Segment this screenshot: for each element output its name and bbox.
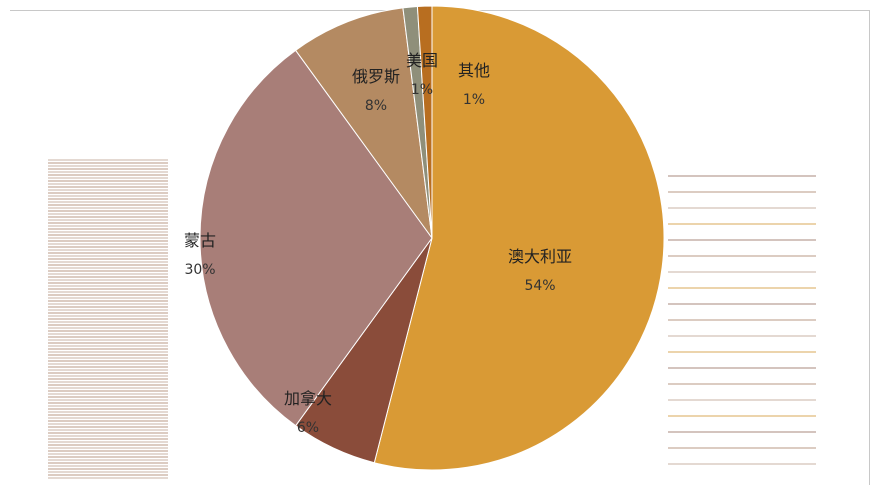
slice-name-label-5: 其他 <box>458 61 490 80</box>
slice-percent-label-1: 6% <box>297 420 319 436</box>
pie-slice-0 <box>373 5 665 471</box>
slice-percent-label-2: 30% <box>184 262 215 278</box>
pie-slices <box>199 5 665 471</box>
slice-name-label-1: 加拿大 <box>284 389 332 408</box>
slice-name-label-0: 澳大利亚 <box>508 247 572 266</box>
slice-name-label-2: 蒙古 <box>184 231 216 250</box>
slice-name-label-3: 俄罗斯 <box>352 67 400 86</box>
slice-percent-label-3: 8% <box>365 98 387 114</box>
pie-slice-5 <box>416 5 433 239</box>
rendering-artifacts <box>48 159 816 479</box>
slice-percent-label-5: 1% <box>463 92 485 108</box>
slice-name-label-4: 美国 <box>406 51 438 70</box>
pie-slice-3 <box>294 7 433 239</box>
pie-slice-2 <box>199 49 433 427</box>
slice-percent-label-0: 54% <box>524 278 555 294</box>
slice-percent-label-4: 1% <box>411 82 433 98</box>
pie-labels: 澳大利亚 54% 加拿大 6% 蒙古 30% 俄罗斯 8% 美国 1% 其他 1% <box>184 51 572 436</box>
